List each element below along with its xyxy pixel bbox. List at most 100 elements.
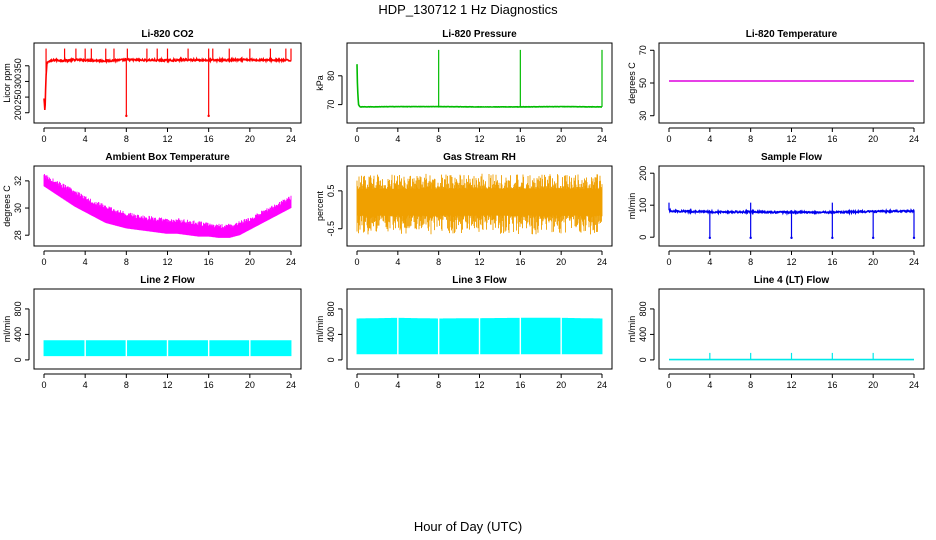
x-tick-label: 20 [868,134,878,144]
x-tick-label: 12 [786,134,796,144]
y-tick-label: 28 [13,230,23,240]
x-tick-label: 12 [162,257,172,267]
x-tick-label: 20 [556,380,566,390]
y-tick-label: 250 [13,90,23,105]
panel-title: Sample Flow [761,152,822,163]
x-tick-label: 12 [474,380,484,390]
x-tick-label: 24 [909,380,919,390]
x-tick-label: 12 [786,257,796,267]
panel-frame [33,288,302,370]
panel-3: Li-820 Temperature 0 4 8 12 16 20 24 30 50 70degre… [627,29,925,144]
panel-title: Li-820 Pressure [442,29,517,40]
panel-title: Line 3 Flow [452,275,507,286]
y-axis-label: kPa [315,75,325,91]
y-tick-label: 80 [326,71,336,81]
x-tick-label: 24 [597,134,607,144]
x-tick-label: 0 [354,134,359,144]
x-tick-label: 16 [204,380,214,390]
panel-frame [658,288,925,370]
x-tick-label: 24 [286,134,296,144]
y-axis-label: ml/min [315,316,325,343]
x-tick-label: 8 [748,257,753,267]
y-tick-label: 0.5 [326,185,336,198]
panel-frame [346,42,613,124]
x-tick-label: 4 [707,134,712,144]
x-tick-label: 16 [515,257,525,267]
x-tick-label: 20 [556,134,566,144]
spike-point [790,236,793,240]
x-tick-label: 0 [354,380,359,390]
x-tick-label: 16 [204,134,214,144]
x-tick-label: 20 [245,134,255,144]
x-tick-label: 4 [83,380,88,390]
x-tick-label: 8 [124,134,129,144]
y-axis-label: degrees C [2,185,12,227]
y-tick-label: 400 [13,327,23,342]
y-tick-label: 70 [326,100,336,110]
panel-frame [346,288,613,370]
spike-point [708,236,712,240]
y-axis-label: ml/min [627,316,637,343]
y-tick-label: 32 [13,176,23,186]
y-tick-label: -0.5 [326,221,336,237]
panel-title: Li-820 Temperature [746,29,838,40]
spike-point [912,236,916,240]
y-tick-label: 30 [638,111,648,121]
x-tick-label: 24 [286,380,296,390]
y-tick-label: 70 [638,45,648,55]
x-tick-label: 8 [436,257,441,267]
x-tick-label: 16 [515,134,525,144]
x-tick-label: 24 [909,134,919,144]
x-tick-label: 8 [436,134,441,144]
spike-point [749,236,752,240]
panel-frame [658,42,925,124]
spike-point [125,114,128,118]
x-tick-label: 24 [597,380,607,390]
x-tick-label: 16 [515,380,525,390]
panel-4: Ambient Box Temperature 0 4 8 12 16 20 24 28 30 32… [2,152,302,267]
x-tick-label: 0 [666,257,671,267]
panel-title: Gas Stream RH [443,152,516,163]
x-tick-label: 8 [748,380,753,390]
spike-point [831,236,834,240]
x-tick-label: 8 [748,134,753,144]
x-tick-label: 16 [827,257,837,267]
panel-frame [346,165,613,247]
x-tick-label: 8 [436,380,441,390]
x-tick-label: 0 [354,257,359,267]
series-band [356,173,603,235]
y-tick-label: 0 [638,357,648,362]
x-tick-label: 12 [786,380,796,390]
panel-title: Ambient Box Temperature [105,152,230,163]
x-tick-label: 12 [162,380,172,390]
panel-frame [33,42,302,124]
x-tick-label: 24 [286,257,296,267]
y-tick-label: 100 [638,198,648,213]
x-tick-label: 20 [868,257,878,267]
y-tick-label: 300 [13,74,23,89]
x-tick-label: 20 [245,257,255,267]
x-tick-label: 4 [83,134,88,144]
y-tick-label: 200 [638,166,648,181]
panel-frame [658,165,925,247]
y-tick-label: 800 [326,301,336,316]
x-tick-label: 4 [707,380,712,390]
x-tick-label: 20 [868,380,878,390]
x-tick-label: 24 [909,257,919,267]
y-tick-label: 800 [13,301,23,316]
y-tick-label: 800 [638,301,648,316]
x-tick-label: 24 [597,257,607,267]
y-axis-label: ml/min [2,316,12,343]
y-tick-label: 200 [13,105,23,120]
x-tick-label: 16 [827,380,837,390]
panel-title: Line 2 Flow [140,275,195,286]
y-axis-label: percent [315,190,325,221]
y-tick-label: 50 [638,78,648,88]
x-tick-label: 4 [707,257,712,267]
